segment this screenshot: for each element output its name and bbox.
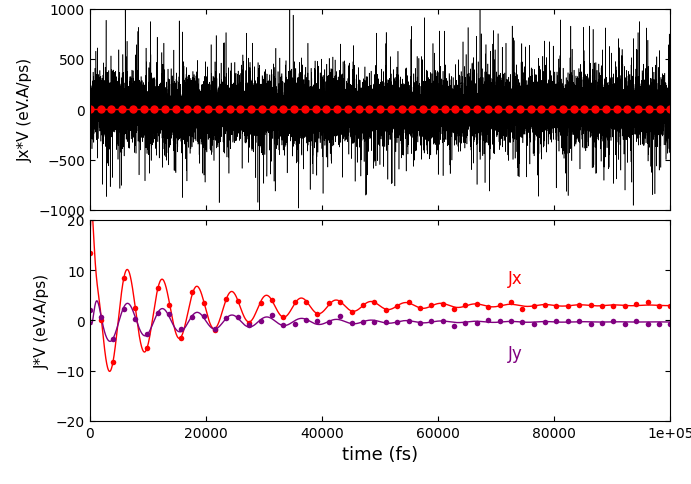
Text: Jy: Jy xyxy=(508,345,522,363)
Y-axis label: J*V (eV.A/ps): J*V (eV.A/ps) xyxy=(35,273,50,368)
X-axis label: time (fs): time (fs) xyxy=(342,445,418,463)
Y-axis label: Jx*V (eV.A/ps): Jx*V (eV.A/ps) xyxy=(18,58,32,162)
Text: Jx: Jx xyxy=(508,269,522,287)
